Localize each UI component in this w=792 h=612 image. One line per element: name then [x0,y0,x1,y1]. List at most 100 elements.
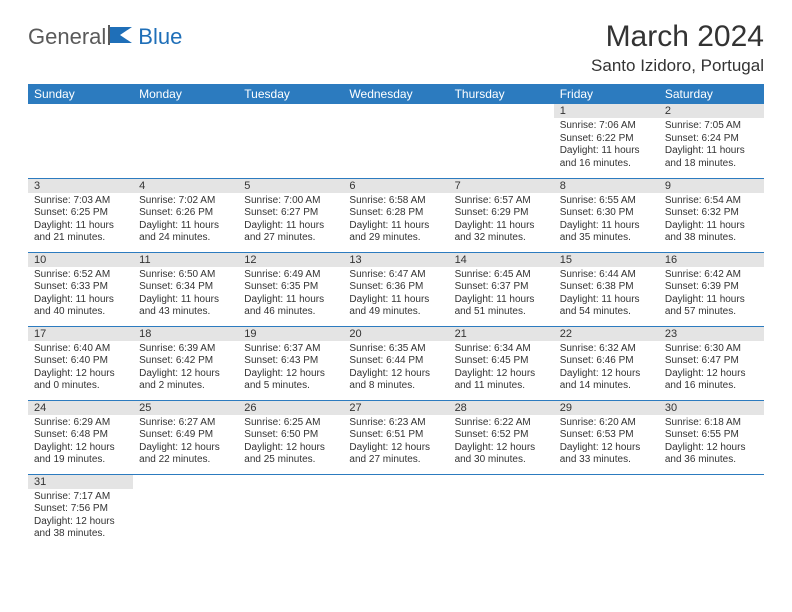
daylight2-text: and 14 minutes. [560,380,653,393]
sunset-text: Sunset: 6:24 PM [665,133,758,146]
sunrise-text: Sunrise: 6:54 AM [665,195,758,208]
cell-body: Sunrise: 6:58 AMSunset: 6:28 PMDaylight:… [343,193,448,249]
daylight2-text: and 16 minutes. [560,158,653,171]
daylight1-text: Daylight: 11 hours [560,145,653,158]
sunrise-text: Sunrise: 6:45 AM [455,269,548,282]
logo-text-blue: Blue [138,24,182,50]
daylight1-text: Daylight: 12 hours [560,368,653,381]
daylight1-text: Daylight: 11 hours [34,294,127,307]
day-number: 2 [659,104,764,118]
calendar-cell: 9Sunrise: 6:54 AMSunset: 6:32 PMDaylight… [659,178,764,252]
daylight2-text: and 46 minutes. [244,306,337,319]
calendar-week-row: 1Sunrise: 7:06 AMSunset: 6:22 PMDaylight… [28,104,764,178]
sunrise-text: Sunrise: 7:03 AM [34,195,127,208]
daylight2-text: and 40 minutes. [34,306,127,319]
cell-body: Sunrise: 6:44 AMSunset: 6:38 PMDaylight:… [554,267,659,323]
day-number: 12 [238,253,343,267]
cell-body: Sunrise: 6:34 AMSunset: 6:45 PMDaylight:… [449,341,554,397]
daylight2-text: and 22 minutes. [139,454,232,467]
logo-text-general: General [28,24,106,50]
sunrise-text: Sunrise: 7:17 AM [34,491,127,504]
calendar-cell: 4Sunrise: 7:02 AMSunset: 6:26 PMDaylight… [133,178,238,252]
daylight1-text: Daylight: 12 hours [34,368,127,381]
sunrise-text: Sunrise: 6:58 AM [349,195,442,208]
sunset-text: Sunset: 6:44 PM [349,355,442,368]
day-number: 19 [238,327,343,341]
cell-body: Sunrise: 6:27 AMSunset: 6:49 PMDaylight:… [133,415,238,471]
day-number: 10 [28,253,133,267]
calendar-cell: 13Sunrise: 6:47 AMSunset: 6:36 PMDayligh… [343,252,448,326]
sunrise-text: Sunrise: 7:02 AM [139,195,232,208]
daylight1-text: Daylight: 12 hours [34,442,127,455]
daylight2-text: and 38 minutes. [34,528,127,541]
cell-body: Sunrise: 7:05 AMSunset: 6:24 PMDaylight:… [659,118,764,174]
sunset-text: Sunset: 6:42 PM [139,355,232,368]
daylight1-text: Daylight: 11 hours [665,220,758,233]
cell-body: Sunrise: 6:39 AMSunset: 6:42 PMDaylight:… [133,341,238,397]
day-number: 13 [343,253,448,267]
sunset-text: Sunset: 6:33 PM [34,281,127,294]
daylight1-text: Daylight: 12 hours [665,442,758,455]
sunrise-text: Sunrise: 6:50 AM [139,269,232,282]
daylight2-text: and 24 minutes. [139,232,232,245]
calendar-table: SundayMondayTuesdayWednesdayThursdayFrid… [28,84,764,548]
sunset-text: Sunset: 6:46 PM [560,355,653,368]
daylight1-text: Daylight: 11 hours [244,294,337,307]
daylight1-text: Daylight: 12 hours [455,368,548,381]
sunrise-text: Sunrise: 6:32 AM [560,343,653,356]
sunrise-text: Sunrise: 6:27 AM [139,417,232,430]
day-number: 11 [133,253,238,267]
calendar-cell: 3Sunrise: 7:03 AMSunset: 6:25 PMDaylight… [28,178,133,252]
calendar-cell: 28Sunrise: 6:22 AMSunset: 6:52 PMDayligh… [449,400,554,474]
daylight1-text: Daylight: 11 hours [455,220,548,233]
sunset-text: Sunset: 6:50 PM [244,429,337,442]
cell-body: Sunrise: 6:25 AMSunset: 6:50 PMDaylight:… [238,415,343,471]
calendar-cell: 24Sunrise: 6:29 AMSunset: 6:48 PMDayligh… [28,400,133,474]
daylight1-text: Daylight: 11 hours [455,294,548,307]
sunrise-text: Sunrise: 6:22 AM [455,417,548,430]
daylight1-text: Daylight: 12 hours [139,442,232,455]
calendar-cell: 31Sunrise: 7:17 AMSunset: 7:56 PMDayligh… [28,474,133,548]
cell-body: Sunrise: 6:22 AMSunset: 6:52 PMDaylight:… [449,415,554,471]
calendar-cell: 6Sunrise: 6:58 AMSunset: 6:28 PMDaylight… [343,178,448,252]
sunrise-text: Sunrise: 6:52 AM [34,269,127,282]
daylight2-text: and 27 minutes. [349,454,442,467]
day-number: 30 [659,401,764,415]
sunset-text: Sunset: 6:47 PM [665,355,758,368]
day-number: 21 [449,327,554,341]
day-number: 25 [133,401,238,415]
day-number: 14 [449,253,554,267]
daylight1-text: Daylight: 11 hours [665,145,758,158]
calendar-week-row: 3Sunrise: 7:03 AMSunset: 6:25 PMDaylight… [28,178,764,252]
day-number: 1 [554,104,659,118]
sunrise-text: Sunrise: 6:25 AM [244,417,337,430]
cell-body: Sunrise: 6:35 AMSunset: 6:44 PMDaylight:… [343,341,448,397]
day-number: 22 [554,327,659,341]
cell-body: Sunrise: 6:20 AMSunset: 6:53 PMDaylight:… [554,415,659,471]
cell-body: Sunrise: 6:47 AMSunset: 6:36 PMDaylight:… [343,267,448,323]
calendar-cell: 22 Sunrise: 6:32 AMSunset: 6:46 PMDayligh… [554,326,659,400]
page-title: March 2024 [591,20,764,54]
sunset-text: Sunset: 6:52 PM [455,429,548,442]
daylight2-text: and 35 minutes. [560,232,653,245]
sunrise-text: Sunrise: 6:29 AM [34,417,127,430]
sunrise-text: Sunrise: 6:55 AM [560,195,653,208]
calendar-header-row: SundayMondayTuesdayWednesdayThursdayFrid… [28,84,764,104]
daylight2-text: and 8 minutes. [349,380,442,393]
day-number: 24 [28,401,133,415]
daylight1-text: Daylight: 11 hours [349,294,442,307]
daylight2-text: and 21 minutes. [34,232,127,245]
sunset-text: Sunset: 6:26 PM [139,207,232,220]
daylight2-text: and 19 minutes. [34,454,127,467]
calendar-cell: 19Sunrise: 6:37 AMSunset: 6:43 PMDayligh… [238,326,343,400]
cell-body: Sunrise: 6:18 AMSunset: 6:55 PMDaylight:… [659,415,764,471]
day-header: Thursday [449,84,554,104]
sunset-text: Sunset: 6:25 PM [34,207,127,220]
cell-body: Sunrise: 7:00 AMSunset: 6:27 PMDaylight:… [238,193,343,249]
daylight2-text: and 43 minutes. [139,306,232,319]
cell-body: Sunrise: 6:50 AMSunset: 6:34 PMDaylight:… [133,267,238,323]
sunrise-text: Sunrise: 6:42 AM [665,269,758,282]
calendar-cell: 26Sunrise: 6:25 AMSunset: 6:50 PMDayligh… [238,400,343,474]
calendar-cell: 25Sunrise: 6:27 AMSunset: 6:49 PMDayligh… [133,400,238,474]
calendar-cell: 8Sunrise: 6:55 AMSunset: 6:30 PMDaylight… [554,178,659,252]
